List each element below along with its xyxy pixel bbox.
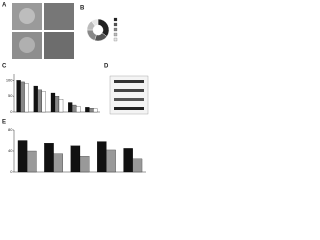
band (114, 89, 144, 92)
bar (44, 143, 54, 173)
band (114, 107, 144, 110)
bar (50, 92, 56, 113)
micrograph (44, 3, 74, 30)
bar (58, 99, 64, 113)
bar (24, 83, 29, 113)
panel-label: A (2, 3, 7, 9)
panel-label: D (104, 64, 109, 70)
legend-swatch (113, 17, 118, 22)
bar (70, 145, 81, 173)
cell (19, 8, 35, 24)
micrograph (44, 32, 74, 59)
legend-swatch (113, 27, 118, 32)
band (114, 80, 144, 83)
bar (37, 89, 42, 113)
cell (19, 37, 35, 53)
y-tick-label: 40 (8, 148, 13, 153)
bar (53, 153, 63, 173)
panel-label: C (2, 64, 7, 70)
figure: A B C D E 0 50 100 0 40 80 (2, 3, 149, 174)
panel-label: B (80, 6, 85, 12)
y-tick-label: 100 (6, 77, 13, 82)
bar (97, 141, 107, 173)
bar (41, 91, 46, 113)
bar (79, 156, 90, 173)
bar (106, 149, 116, 173)
legend-swatch (113, 32, 118, 37)
bar (33, 85, 38, 113)
y-tick-label: 80 (8, 127, 13, 132)
y-tick-label: 0 (10, 109, 13, 114)
western-blot (109, 75, 149, 115)
bar (68, 102, 73, 113)
bar (54, 96, 60, 113)
bar (89, 108, 94, 113)
bar (123, 148, 133, 173)
bar (20, 81, 25, 113)
bar (76, 106, 81, 113)
bar (17, 140, 28, 173)
bar (85, 107, 90, 113)
page: {"panel_labels":["A","B","C","D","E"], "… (0, 0, 150, 181)
bar (132, 158, 143, 173)
bar (16, 80, 21, 113)
legend-swatch (113, 37, 118, 42)
band (114, 98, 144, 101)
bar (27, 150, 37, 173)
y-tick-label: 50 (8, 93, 13, 98)
y-tick-label: 0 (10, 169, 13, 174)
legend-swatch (113, 22, 118, 27)
donut-slice (91, 18, 99, 27)
donut-slice (86, 29, 97, 41)
panel-label: E (2, 120, 6, 126)
bar (93, 108, 98, 113)
bar (72, 104, 77, 113)
